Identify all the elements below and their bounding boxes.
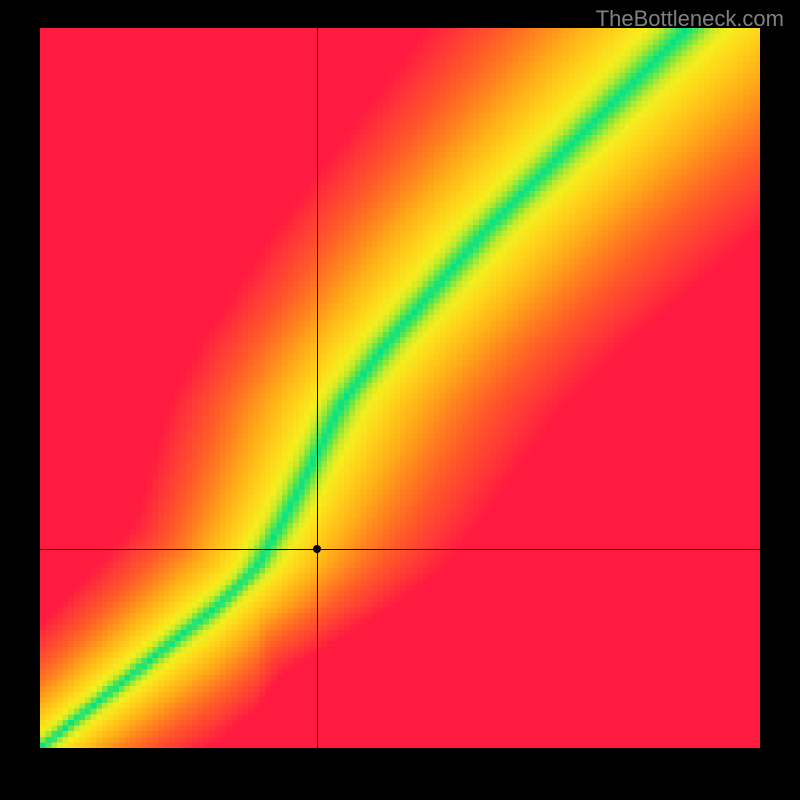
marker-dot <box>313 545 321 553</box>
watermark-text: TheBottleneck.com <box>596 6 784 32</box>
heatmap-canvas <box>40 28 760 748</box>
crosshair-vertical <box>317 28 318 748</box>
crosshair-horizontal <box>40 549 760 550</box>
heatmap-plot <box>40 28 760 748</box>
